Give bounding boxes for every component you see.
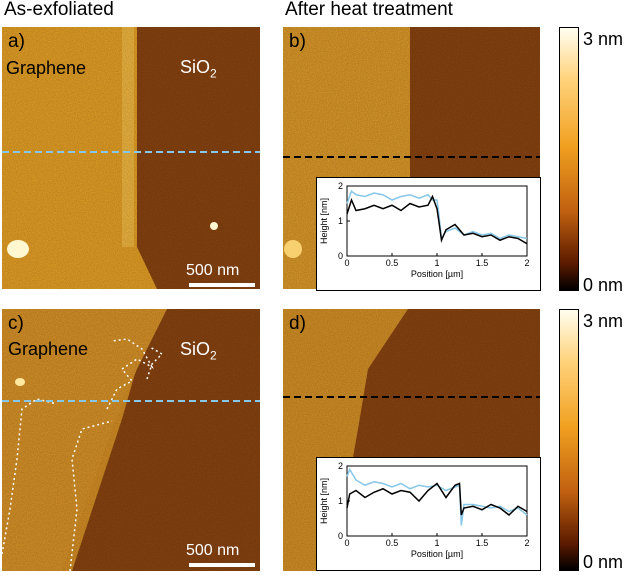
y-axis-label: Height [nm] (319, 478, 329, 524)
graphene-label-a: Graphene (6, 58, 87, 78)
x-axis-label: Position [µm] (411, 549, 463, 559)
y-tick-label: 0 (338, 531, 343, 541)
plot-frame (346, 465, 528, 537)
header-as-exfoliated: As-exfoliated (4, 0, 114, 20)
colorbar-top-max: 3 nm (583, 29, 624, 49)
series-line-black (346, 482, 528, 516)
panel-label-c: c) (8, 313, 24, 334)
scalebar-label-c: 500 nm (186, 542, 240, 559)
profile-chart-d: 0 0.5 1 1.5 2 0 1 2 Position [µm] Height [nm] (319, 461, 530, 559)
colorbar-top-min: 0 nm (583, 275, 624, 295)
colorbar-top (559, 27, 579, 291)
scalebar-a (189, 283, 255, 287)
y-tick-label: 0 (338, 251, 343, 261)
graphene-label-c: Graphene (8, 339, 89, 359)
afm-image-a: a) Graphene SiO2 500 nm (2, 27, 260, 289)
x-axis-label: Position [µm] (411, 269, 463, 279)
colorbar-bottom-min: 0 nm (583, 552, 624, 572)
colorbar-bottom-max: 3 nm (583, 311, 624, 331)
plot-frame (346, 185, 528, 257)
y-tick-label: 2 (338, 461, 343, 471)
sio2-label-a: SiO2 (180, 57, 217, 81)
scalebar-label-a: 500 nm (186, 262, 240, 279)
x-tick-label: 0.5 (386, 258, 399, 268)
profile-chart-b: 0 0.5 1 1.5 2 0 1 2 Position [µm] Height [nm] (319, 181, 530, 279)
x-tick-label: 0 (344, 258, 349, 268)
profile-inset-b: 0 0.5 1 1.5 2 0 1 2 Position [µm] Height [nm] (316, 177, 541, 291)
y-tick-label: 2 (338, 181, 343, 191)
x-tick-label: 2 (524, 258, 529, 268)
scalebar-c (189, 563, 255, 567)
series-line-blue (346, 467, 528, 526)
afm-image-c: c) Graphene SiO2 500 nm (2, 309, 260, 571)
panel-label-a: a) (8, 31, 25, 52)
x-tick-label: 2 (524, 538, 529, 548)
colorbar-bottom (559, 309, 579, 571)
x-tick-label: 1.5 (476, 258, 489, 268)
y-axis-label: Height [nm] (319, 198, 329, 244)
panel-label-d: d) (289, 313, 306, 334)
x-tick-label: 1.5 (476, 538, 489, 548)
profile-inset-d: 0 0.5 1 1.5 2 0 1 2 Position [µm] Height [nm] (316, 457, 541, 571)
series-line-black (346, 194, 528, 245)
y-tick-label: 1 (338, 216, 343, 226)
series-line-blue (346, 190, 528, 241)
x-tick-label: 1 (434, 538, 439, 548)
header-after-heat: After heat treatment (285, 0, 453, 20)
x-tick-label: 0.5 (386, 538, 399, 548)
sio2-label-c: SiO2 (180, 339, 217, 363)
x-tick-label: 1 (434, 258, 439, 268)
x-tick-label: 0 (344, 538, 349, 548)
y-tick-label: 1 (338, 496, 343, 506)
panel-label-b: b) (289, 31, 306, 52)
